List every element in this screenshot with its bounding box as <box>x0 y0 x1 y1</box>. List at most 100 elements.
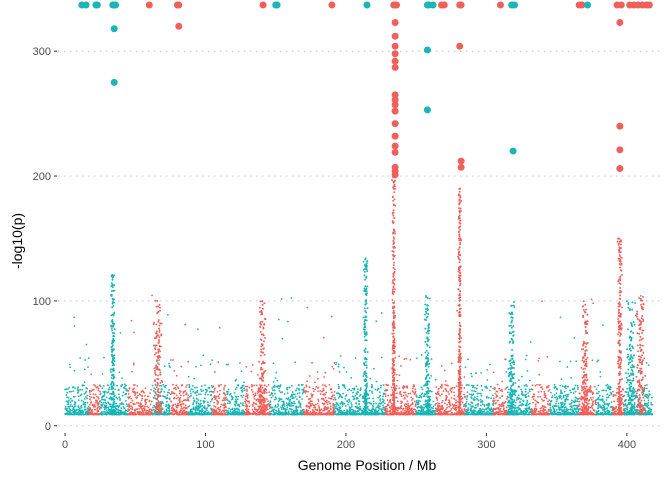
snp-point <box>265 413 268 416</box>
snp-point <box>316 371 319 373</box>
snp-point <box>118 413 121 416</box>
snp-point <box>395 384 398 387</box>
snp-point <box>347 401 350 404</box>
snp-point <box>487 410 489 413</box>
snp-point <box>192 407 195 410</box>
snp-point <box>283 405 286 407</box>
snp-point <box>493 386 496 389</box>
snp-point <box>437 404 439 407</box>
snp-point <box>448 399 451 402</box>
snp-point <box>328 409 331 412</box>
snp-point <box>195 402 198 405</box>
snp-point <box>143 413 145 416</box>
snp-point <box>514 401 517 404</box>
snp-point <box>177 396 179 399</box>
snp-point <box>290 413 293 416</box>
snp-point <box>94 401 97 404</box>
snp-point <box>356 393 358 396</box>
snp-point <box>398 387 401 390</box>
snp-point <box>109 403 112 406</box>
snp-point <box>474 413 477 416</box>
snp-point <box>419 411 422 413</box>
snp-point <box>190 394 192 397</box>
snp-point <box>290 410 293 413</box>
snp-point <box>201 407 204 410</box>
snp-point <box>308 407 311 410</box>
snp-point <box>201 409 204 412</box>
snp-point <box>474 386 476 389</box>
snp-point <box>153 394 156 397</box>
snp-point <box>238 410 241 413</box>
snp-point <box>423 395 426 397</box>
snp-point <box>187 360 190 363</box>
snp-point <box>524 404 527 407</box>
snp-point <box>69 397 72 400</box>
snp-point <box>140 411 143 414</box>
snp-point <box>144 387 147 390</box>
snp-point <box>235 386 238 389</box>
snp-point <box>435 386 438 388</box>
snp-point <box>179 411 182 413</box>
snp-point <box>384 413 387 416</box>
snp-point <box>344 397 347 400</box>
snp-point <box>100 403 102 406</box>
snp-point <box>454 407 457 410</box>
snp-point <box>220 413 222 416</box>
snp-point <box>525 409 528 412</box>
snp-point <box>213 396 215 398</box>
snp-point <box>501 394 504 397</box>
snp-point <box>240 389 243 392</box>
snp-point <box>216 403 219 406</box>
snp-point <box>420 405 423 408</box>
snp-point <box>321 384 324 386</box>
snp-point <box>244 400 246 403</box>
snp-point <box>473 390 476 392</box>
snp-point <box>103 390 106 393</box>
snp-point <box>443 402 446 405</box>
snp-point <box>382 384 385 386</box>
snp-point <box>382 400 385 403</box>
snp-point <box>85 396 87 398</box>
snp-point <box>375 402 377 405</box>
snp-point <box>311 412 313 415</box>
snp-point <box>136 408 139 411</box>
snp-point <box>293 400 296 403</box>
snp-point <box>468 393 471 396</box>
snp-point <box>132 362 135 365</box>
snp-point <box>402 407 405 410</box>
snp-point <box>352 396 355 398</box>
snp-point <box>494 392 497 395</box>
snp-point <box>324 396 327 399</box>
snp-point <box>148 409 151 411</box>
snp-point <box>563 390 566 393</box>
snp-point <box>189 409 192 412</box>
snp-point <box>133 411 135 414</box>
snp-point <box>133 331 135 334</box>
snp-point <box>200 388 202 391</box>
snp-point <box>545 397 548 400</box>
snp-point <box>445 390 448 392</box>
snp-point <box>130 397 133 400</box>
snp-point <box>150 388 152 391</box>
snp-point <box>456 400 459 403</box>
snp-point <box>141 394 143 397</box>
snp-point <box>214 396 217 399</box>
snp-point <box>119 332 122 334</box>
snp-point <box>440 383 443 386</box>
snp-point <box>99 390 101 393</box>
snp-point <box>528 388 531 391</box>
snp-point <box>330 388 332 391</box>
snp-point <box>314 408 317 411</box>
snp-point <box>524 407 527 410</box>
snp-point <box>277 403 279 406</box>
snp-point <box>90 401 93 403</box>
snp-point <box>376 410 378 413</box>
snp-point <box>251 391 254 393</box>
snp-point <box>334 363 337 366</box>
snp-point <box>548 399 551 402</box>
snp-point <box>173 392 176 395</box>
snp-point <box>199 402 202 405</box>
snp-point <box>160 384 163 387</box>
snp-point <box>483 405 486 407</box>
